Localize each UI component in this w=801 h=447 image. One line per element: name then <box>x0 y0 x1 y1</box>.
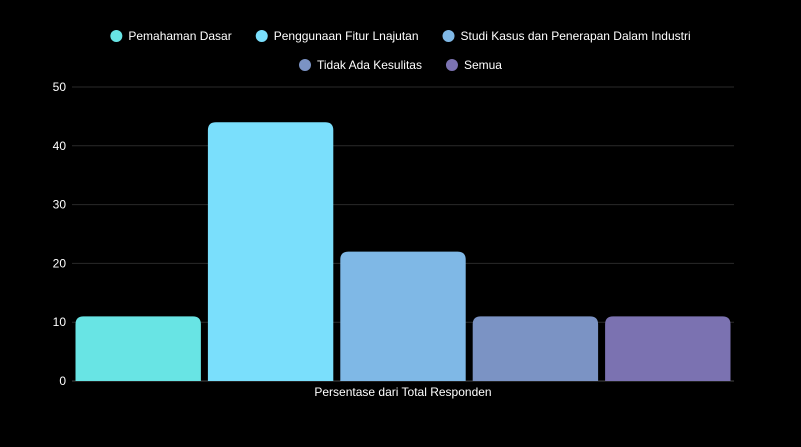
y-tick-label: 20 <box>53 256 67 270</box>
legend-swatch <box>445 59 458 71</box>
legend[interactable]: Pemahaman Dasar Penggunaan Fitur Lnajutan… <box>110 29 691 72</box>
bar-pemahaman-dasar[interactable] <box>75 316 201 381</box>
legend-item-tidak-ada-kesulitas[interactable]: Tidak Ada Kesulitas <box>299 58 422 72</box>
bar-tidak-ada-kesulitas[interactable] <box>472 316 599 381</box>
bar-semua[interactable] <box>605 316 731 381</box>
x-tick-label: Persentase dari Total Responden <box>314 385 491 399</box>
legend-swatch <box>442 30 455 42</box>
bar-studi-kasus-dan-penerapan-dalam-industri[interactable] <box>340 251 466 381</box>
legend-item-semua[interactable]: Semua <box>445 58 502 72</box>
y-axis: 0 10 20 30 40 50 <box>53 80 67 388</box>
legend-label: Studi Kasus dan Penerapan Dalam Industri <box>461 29 691 43</box>
legend-swatch <box>255 30 268 42</box>
legend-item-studi-kasus-dan-penerapan-dalam-industri[interactable]: Studi Kasus dan Penerapan Dalam Industri <box>442 29 691 43</box>
legend-item-pemahaman-dasar[interactable]: Pemahaman Dasar <box>110 29 232 43</box>
legend-label: Penggunaan Fitur Lnajutan <box>274 29 419 43</box>
y-tick-label: 0 <box>59 374 66 388</box>
y-tick-label: 10 <box>53 315 67 329</box>
x-axis: Persentase dari Total Responden <box>314 385 491 399</box>
y-tick-label: 30 <box>53 198 67 212</box>
legend-swatch <box>299 59 312 71</box>
legend-label: Semua <box>464 58 502 72</box>
legend-label: Pemahaman Dasar <box>128 29 231 43</box>
legend-swatch <box>110 30 123 42</box>
bar-penggunaan-fitur-lnajutan[interactable] <box>207 122 334 381</box>
legend-item-penggunaan-fitur-lnajutan[interactable]: Penggunaan Fitur Lnajutan <box>255 29 419 43</box>
legend-label: Tidak Ada Kesulitas <box>317 58 422 72</box>
bars <box>75 122 731 381</box>
y-tick-label: 40 <box>53 139 67 153</box>
y-tick-label: 50 <box>53 80 67 94</box>
